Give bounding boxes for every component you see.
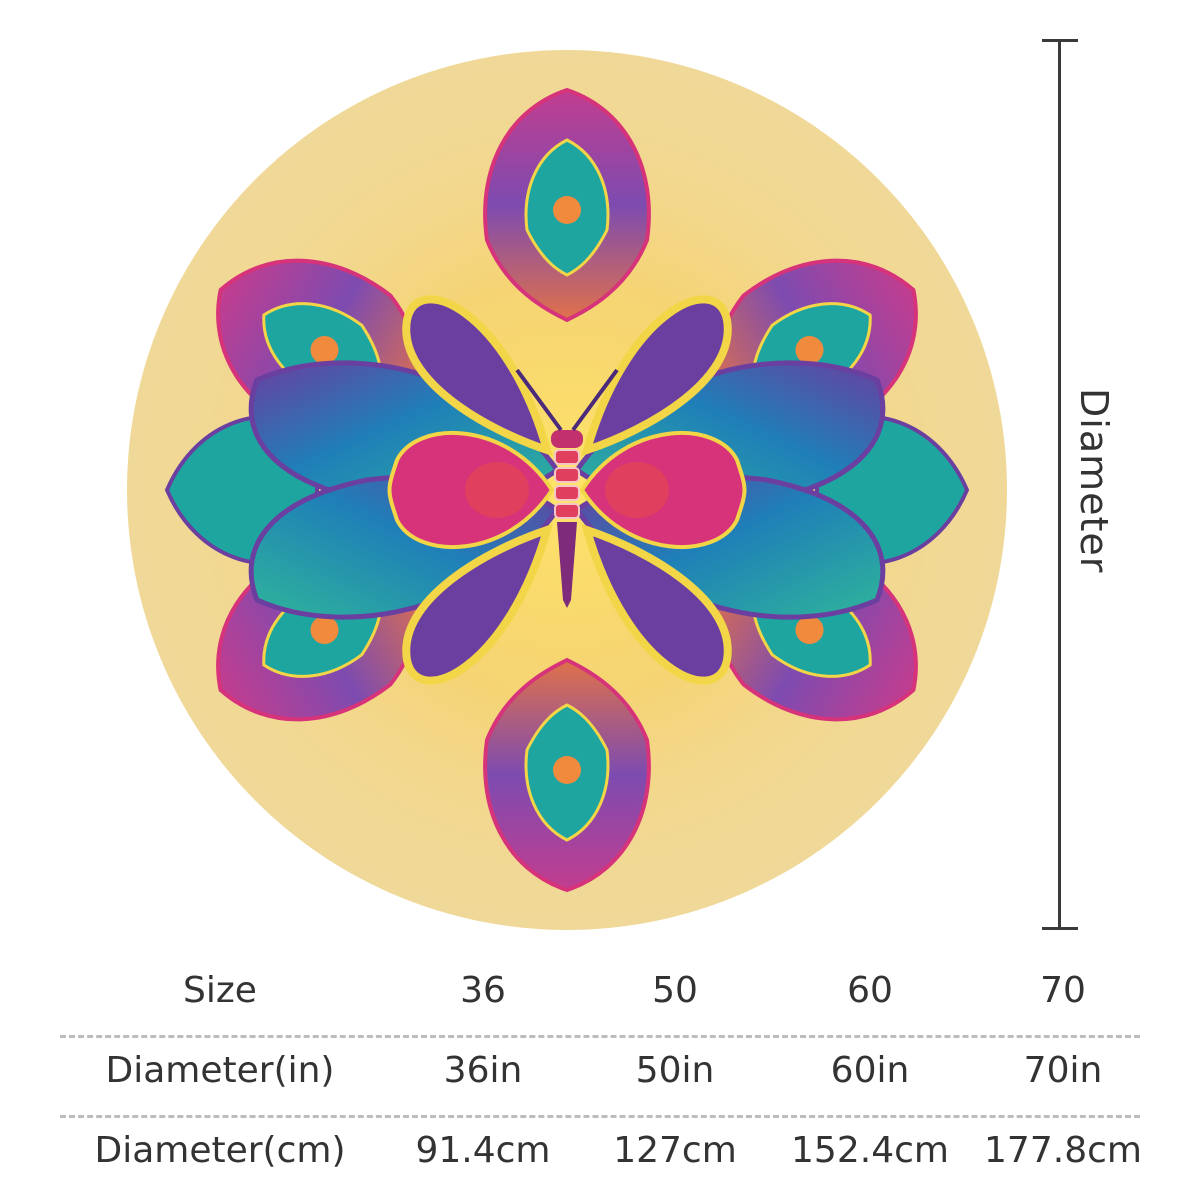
row-label-diameter-cm: Diameter(cm) (94, 1130, 346, 1171)
header-size: Size (183, 970, 257, 1011)
butterfly-mandala-icon (164, 87, 970, 892)
cell-value: 70in (1023, 1050, 1103, 1091)
size-header-row: Size 36 50 60 70 (0, 960, 1200, 1030)
cell-value: 91.4cm (415, 1130, 551, 1171)
header-50: 50 (652, 970, 698, 1011)
header-36: 36 (460, 970, 506, 1011)
table-row: Diameter(cm) 91.4cm 127cm 152.4cm 177.8c… (0, 1120, 1200, 1190)
header-70: 70 (1040, 970, 1086, 1011)
cell-value: 177.8cm (984, 1130, 1142, 1171)
dimension-line-icon (1058, 40, 1061, 930)
dashed-divider (60, 1035, 1140, 1038)
dimension-bottom-cap (1042, 927, 1078, 930)
cell-value: 50in (635, 1050, 715, 1091)
dimension-label: Diameter (1072, 388, 1116, 574)
cell-value: 127cm (613, 1130, 737, 1171)
cell-value: 152.4cm (791, 1130, 949, 1171)
cell-value: 36in (443, 1050, 523, 1091)
dashed-divider (60, 1115, 1140, 1118)
rug-image (127, 50, 1007, 930)
row-label-diameter-in: Diameter(in) (105, 1050, 335, 1091)
cell-value: 60in (830, 1050, 910, 1091)
table-row: Diameter(in) 36in 50in 60in 70in (0, 1040, 1200, 1110)
header-60: 60 (847, 970, 893, 1011)
